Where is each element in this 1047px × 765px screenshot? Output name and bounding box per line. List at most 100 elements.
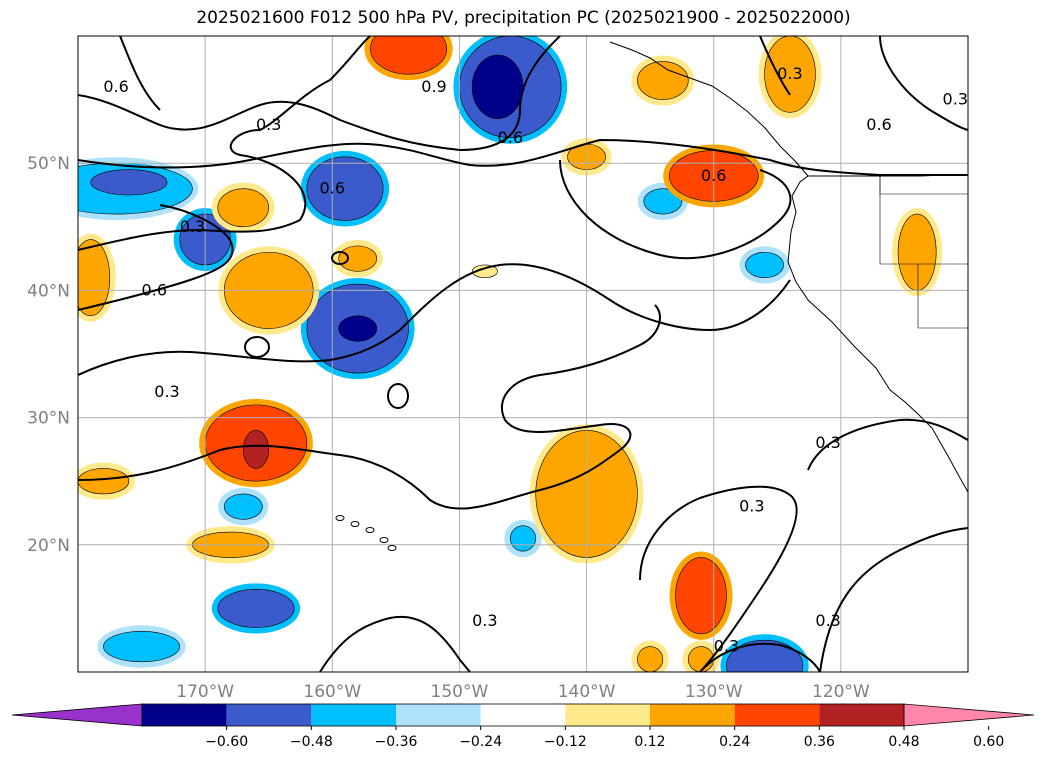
anomaly-blob: [78, 239, 111, 317]
colorbar-extend-low: [11, 703, 143, 727]
precip-anomaly-layer: [78, 36, 943, 672]
x-tick-label: 140°W: [558, 682, 616, 702]
pv-contour-line: [639, 485, 798, 672]
pv-contour-line: [78, 138, 968, 176]
pv-contour-line: [759, 36, 791, 96]
pv-contour-closed: [331, 251, 349, 265]
anomaly-blob: [338, 315, 378, 342]
hawaii-island: [387, 545, 397, 551]
x-tick-labels: 170°W 160°W 150°W 140°W 130°W 120°W: [176, 682, 870, 702]
anomaly-blob: [223, 493, 263, 520]
x-tick-label: 130°W: [685, 682, 743, 702]
colorbar-tick-label: −0.36: [375, 734, 418, 750]
anomaly-blob: [745, 251, 784, 278]
pv-contour-label: 0.3: [256, 115, 281, 134]
coastline-alaska-panhandle: [609, 41, 809, 177]
pv-contour-label: 0.6: [866, 115, 891, 134]
anomaly-blob: [637, 61, 689, 100]
colorbar-frame: [141, 703, 905, 727]
colorbar-extend-high: [903, 703, 1035, 727]
colorbar-tick-label: −0.48: [290, 734, 333, 750]
pv-contour-line: [78, 304, 661, 510]
pv-contour-label: 0.3: [472, 611, 497, 630]
colorbar-segment: [734, 704, 820, 726]
colorbar-segment: [565, 704, 650, 726]
colorbar-segment: [819, 704, 904, 726]
anomaly-blob: [242, 430, 270, 469]
y-tick-label: 30°N: [27, 409, 70, 429]
colorbar-tick-label: 0.12: [634, 734, 665, 750]
pv-contour-line: [879, 36, 968, 131]
anomaly-blob: [637, 646, 664, 672]
anomaly-blob: [338, 245, 378, 272]
anomaly-blob: [897, 213, 937, 291]
anomaly-blob: [675, 557, 727, 635]
x-tick-label: 150°W: [431, 682, 489, 702]
pv-contour-closed: [387, 383, 409, 409]
colorbar-segment: [311, 704, 396, 726]
pv-contour-label: 0.3: [154, 382, 179, 401]
colorbar-tick-label: −0.60: [205, 734, 248, 750]
pv-contour-label: 0.3: [180, 217, 205, 236]
x-tick-label: 120°W: [812, 682, 870, 702]
map-frame: [77, 35, 969, 673]
pv-contour-closed: [244, 336, 270, 358]
colorbar-tick-label: −0.24: [459, 734, 502, 750]
anomaly-blob: [643, 188, 683, 215]
anomaly-blob: [103, 630, 181, 663]
hawaii-island: [335, 515, 345, 521]
pv-contour-label: 0.9: [421, 77, 446, 96]
pv-contour-label: 0.6: [701, 166, 726, 185]
pv-contour-line: [807, 418, 968, 471]
anomaly-blob: [370, 36, 448, 75]
pv-contour-label: 0.3: [777, 64, 802, 83]
pv-contour-line: [559, 159, 792, 259]
hawaii-island: [365, 527, 375, 533]
pv-contour-line: [119, 36, 161, 111]
anomaly-blob: [726, 639, 804, 672]
y-tick-label: 20°N: [27, 536, 70, 556]
colorbar-segment: [650, 704, 735, 726]
pv-contour-label: 0.6: [498, 128, 523, 147]
colorbar-segment: [396, 704, 481, 726]
y-tick-label: 40°N: [27, 281, 70, 301]
pv-contour-line: [319, 615, 471, 672]
colorbar: −0.60 −0.48 −0.36 −0.24 −0.12 0.12 0.24 0.36 0.4…: [11, 703, 1035, 750]
state-borders: [917, 264, 968, 329]
x-tick-label: 170°W: [176, 682, 234, 702]
anomaly-blob: [471, 54, 524, 119]
anomaly-blob: [306, 156, 384, 221]
colorbar-tick-label: −0.12: [544, 734, 587, 750]
pv-contour-line: [819, 527, 968, 672]
pv-contour-label: 0.6: [142, 280, 167, 299]
pv-contour-line: [78, 263, 791, 376]
hawaii-island: [379, 537, 389, 543]
pv-contour-label: 0.3: [815, 611, 840, 630]
pv-contour-labels: 0.6 0.9 0.3 0.6 0.3 0.3 0.6 0.6 0.6 0.3 0.6 0.3 0.3 0…: [103, 64, 968, 655]
pv-contour-label: 0.3: [739, 497, 764, 516]
anomaly-blob: [90, 169, 168, 196]
colorbar-tick-label: 0.24: [719, 734, 750, 750]
pv-contour-label: 0.3: [815, 433, 840, 452]
pv-contour-line: [78, 36, 371, 251]
pv-contours: [78, 36, 968, 672]
colorbar-tick-label: 0.36: [804, 734, 835, 750]
anomaly-blob: [217, 589, 295, 628]
state-borders: [879, 176, 968, 195]
state-borders: [879, 176, 968, 265]
y-tick-labels: 20°N 30°N 40°N 50°N: [27, 154, 70, 556]
anomaly-blob: [471, 264, 498, 278]
colorbar-segment: [226, 704, 312, 726]
colorbar-tick-label: 0.60: [973, 734, 1004, 750]
anomaly-blob: [509, 525, 537, 552]
hawaii-island: [350, 521, 360, 527]
pv-contour-line: [699, 642, 821, 672]
pv-contour-label: 0.6: [103, 77, 128, 96]
pv-contour-label: 0.3: [943, 90, 968, 109]
x-tick-label: 160°W: [303, 682, 361, 702]
colorbar-segment: [480, 704, 566, 726]
pv-contour-line: [78, 36, 561, 152]
y-tick-label: 50°N: [27, 154, 70, 174]
colorbar-segment: [142, 704, 227, 726]
pv-contour-label: 0.6: [320, 179, 345, 198]
